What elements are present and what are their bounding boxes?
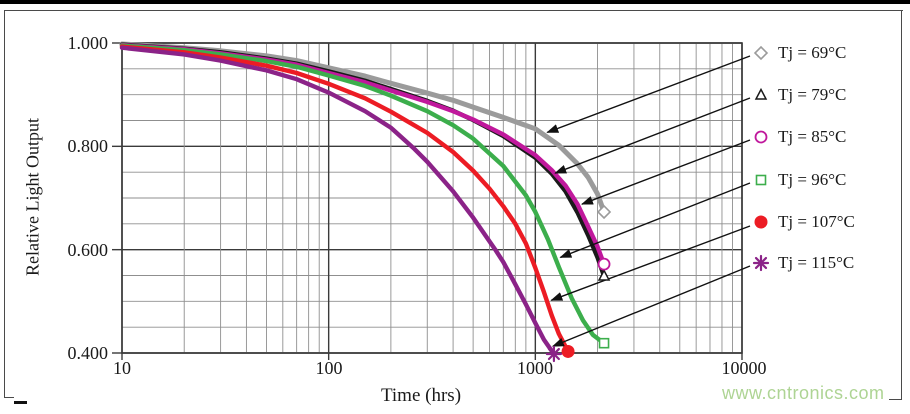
legend-item-115c: Tj = 115°C xyxy=(752,252,854,274)
legend-item-96c: Tj = 96°C xyxy=(752,169,846,191)
legend-label: Tj = 85°C xyxy=(778,127,847,146)
y-tick-0-800: 0.800 xyxy=(67,136,109,156)
curve-115c xyxy=(119,45,557,357)
figure-frame-bottom-left xyxy=(4,397,14,398)
legend-item-69c: Tj = 69°C xyxy=(752,42,846,64)
x-tick-10: 10 xyxy=(113,358,131,378)
y-tick-0-600: 0.600 xyxy=(67,240,109,260)
legend-item-85c: Tj = 85°C xyxy=(752,126,846,148)
figure-frame-bottom-right xyxy=(889,399,902,400)
legend-item-107c: Tj = 107°C xyxy=(752,211,855,233)
legend-label: Tj = 107°C xyxy=(778,212,855,231)
watermark: www.cntronics.com xyxy=(722,383,885,403)
y-axis-title: Relative Light Output xyxy=(22,118,43,276)
legend-arrow-69c xyxy=(546,55,751,134)
legend-label: Tj = 79°C xyxy=(778,85,847,104)
figure-frame-left xyxy=(4,10,5,398)
curve-69c xyxy=(119,41,607,215)
x-tick-10000: 10000 xyxy=(721,358,767,378)
legend-label: Tj = 69°C xyxy=(778,43,847,62)
legend-arrow-96c xyxy=(559,182,751,259)
x-tick-100: 100 xyxy=(315,358,343,378)
figure-frame-right xyxy=(901,10,902,399)
legend-arrow-115c xyxy=(551,265,751,347)
open-circle-icon xyxy=(754,130,768,144)
asterisk-icon xyxy=(752,254,770,272)
x-tick-1000: 1000 xyxy=(517,358,553,378)
filled-circle-icon xyxy=(754,215,768,229)
legend-arrow-85c xyxy=(581,139,751,205)
legend-item-79c: Tj = 79°C xyxy=(752,84,846,106)
top-black-border xyxy=(0,0,910,4)
legend-arrow-79c xyxy=(554,97,751,174)
curve-79c xyxy=(119,42,607,279)
legend-arrow-107c xyxy=(550,225,751,301)
y-tick-0-400: 0.400 xyxy=(67,343,109,363)
legend-label: Tj = 115°C xyxy=(778,253,855,272)
figure-frame-bottom-left-dash xyxy=(14,401,27,404)
figure-frame-top xyxy=(4,10,903,11)
legend-label: Tj = 96°C xyxy=(778,170,847,189)
open-diamond-icon xyxy=(753,45,769,61)
y-tick-1-000: 1.000 xyxy=(67,33,109,53)
curve-96c xyxy=(119,43,607,346)
curve-107c xyxy=(119,44,571,354)
open-square-icon xyxy=(755,174,767,186)
open-triangle-icon xyxy=(754,87,768,100)
x-axis-title: Time (hrs) xyxy=(380,385,462,406)
